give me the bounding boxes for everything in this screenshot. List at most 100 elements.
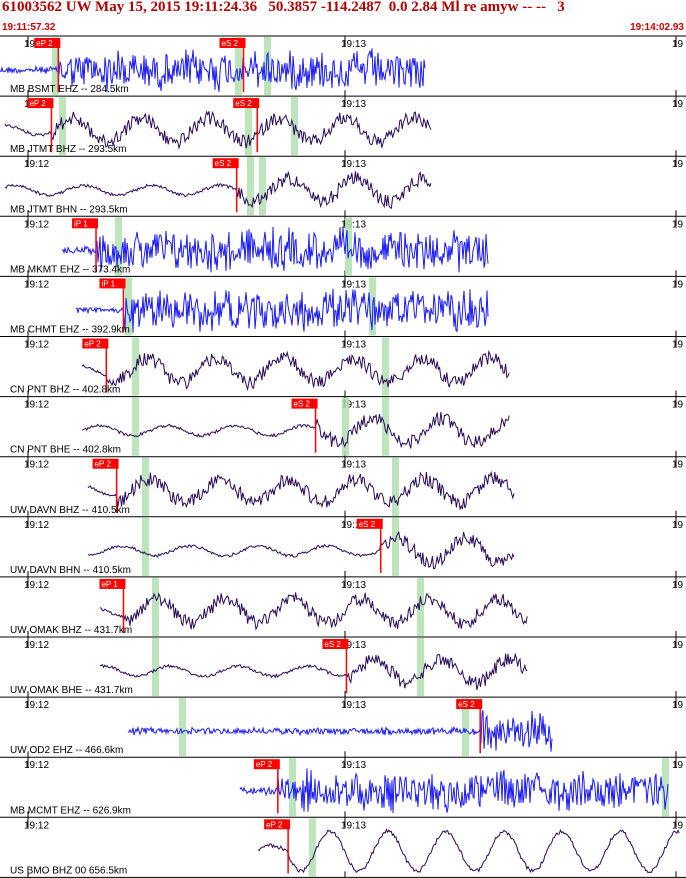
pick-window <box>132 337 139 396</box>
trace-row[interactable]: 19:12 19:13 19 eP 2 MB MCMT EHZ -- 626.9km <box>0 756 686 818</box>
time-tick-label: 19 <box>672 700 684 711</box>
pick-flag[interactable] <box>291 398 318 409</box>
time-tick-label: 19 <box>672 580 684 591</box>
pick-window <box>152 638 159 697</box>
trace-row[interactable]: 19:12 19:13 19 eS 2 UW OMAK BHE -- 431.7km <box>0 636 686 698</box>
window-start-time: 19:11:57.32 <box>2 22 56 33</box>
pick-flag[interactable] <box>99 278 126 289</box>
time-tick-label: 19:12 <box>24 640 49 651</box>
pick-flag[interactable] <box>322 639 349 649</box>
waveform[interactable] <box>4 170 432 209</box>
pick-flag[interactable] <box>72 218 99 229</box>
pick-window <box>309 818 316 877</box>
waveform[interactable] <box>100 652 528 691</box>
pick-flag[interactable] <box>99 578 126 589</box>
time-tick-label: 19 <box>672 99 684 110</box>
time-tick-label: 19 <box>672 400 684 411</box>
waveform[interactable] <box>87 530 515 570</box>
pick-label: eS 2 <box>294 400 311 409</box>
trace-row[interactable]: 19:12 19:13 19 eP 1 UW OMAK BHZ -- 431.7km <box>0 576 686 637</box>
time-tick-label: 19:12 <box>24 400 49 411</box>
pick-window <box>152 577 159 636</box>
trace-row[interactable]: 19:12 19:13 19 eP 2 US BMO BHZ 00 656.5km <box>0 816 686 878</box>
pick-window <box>247 157 254 216</box>
time-tick-label: 19:13 <box>341 640 366 651</box>
event-title: 61003562 UW May 15, 2015 19:11:24.36 50.… <box>2 0 565 15</box>
waveform[interactable] <box>81 412 510 449</box>
trace-row[interactable]: 19:12 19:13 19 iP 1 MB MKMT EHZ -- 373.4km <box>0 215 686 277</box>
time-tick-label: 19 <box>672 640 684 651</box>
station-label: MB JTMT BHZ -- 293.5km <box>10 144 127 155</box>
pick-flag[interactable] <box>456 699 483 710</box>
time-tick-label: 19:13 <box>341 340 366 351</box>
time-tick-label: 19:13 <box>341 520 366 531</box>
station-label: CN PNT BHE -- 402.8km <box>10 445 121 456</box>
station-label: MB MCMT EHZ -- 626.9km <box>10 805 131 816</box>
trace-row[interactable]: 19:12 19:13 19 eS 2 MB JTMT BHN -- 293.5km <box>0 155 686 217</box>
pick-window <box>179 698 186 757</box>
time-tick-label: 19 <box>672 219 684 230</box>
station-label: UW OMAK BHE -- 431.7km <box>10 685 133 696</box>
trace-row[interactable]: 19:12 19:13 19 eS 2 CN PNT BHE -- 402.8km <box>0 396 686 457</box>
pick-window <box>264 37 271 96</box>
time-tick-label: 19:12 <box>24 159 49 170</box>
time-tick-label: 19:12 <box>24 520 49 531</box>
pick-flag[interactable] <box>27 98 54 109</box>
waveform[interactable] <box>99 592 528 631</box>
station-label: UW DAVN BHZ -- 410.5km <box>10 505 130 516</box>
pick-flag[interactable] <box>82 338 109 349</box>
pick-label: eS 2 <box>324 640 341 649</box>
pick-flag[interactable] <box>34 38 61 48</box>
pick-flag[interactable] <box>233 98 260 109</box>
pick-flag[interactable] <box>253 759 280 770</box>
pick-label: eP 2 <box>95 460 112 469</box>
pick-label: eP 2 <box>29 99 46 108</box>
trace-row[interactable]: 19:12 19:13 19 eP 2 UW DAVN BHZ -- 410.5km <box>0 456 686 517</box>
time-tick-label: 19:12 <box>24 580 49 591</box>
waveform[interactable] <box>4 110 432 150</box>
station-label: CN PNT BHZ -- 402.8km <box>10 385 120 396</box>
time-tick-label: 19:12 <box>24 820 49 831</box>
pick-flag[interactable] <box>219 38 246 48</box>
pick-flag[interactable] <box>264 819 291 830</box>
pick-window <box>392 517 399 576</box>
station-label: UW OD2 EHZ -- 466.6km <box>10 745 123 756</box>
station-label: US BMO BHZ 00 656.5km <box>10 865 127 876</box>
pick-flag[interactable] <box>356 518 383 529</box>
time-tick-label: 19:13 <box>341 820 366 831</box>
waveform[interactable] <box>75 288 489 333</box>
waveform[interactable] <box>0 48 426 93</box>
pick-window <box>235 37 242 96</box>
time-tick-label: 19:12 <box>24 279 49 290</box>
trace-row[interactable]: 19:12 19:13 19 eS 2 UW DAVN BHN -- 410.5km <box>0 516 686 577</box>
pick-label: eP 1 <box>101 580 118 589</box>
time-tick-label: 19:13 <box>341 279 366 290</box>
pick-label: iP 1 <box>101 279 115 288</box>
trace-row[interactable]: 19:12 19:13 19 iP 1 MB CHMT EHZ -- 392.9km <box>0 275 686 337</box>
pick-window <box>245 97 252 156</box>
trace-row[interactable]: 19:12 19:13 19 eS 2 UW OD2 EHZ -- 466.6km <box>0 696 686 758</box>
waveform[interactable] <box>81 349 510 392</box>
pick-flag[interactable] <box>212 158 239 169</box>
waveform[interactable] <box>62 226 489 273</box>
time-tick-label: 19:13 <box>341 580 366 591</box>
pick-label: eS 2 <box>215 159 232 168</box>
time-tick-label: 19:13 <box>341 219 366 230</box>
time-tick-label: 19:12 <box>24 460 49 471</box>
pick-window <box>259 157 266 216</box>
waveform[interactable] <box>239 768 669 814</box>
time-tick-label: 19 <box>672 820 684 831</box>
time-tick-label: 19:12 <box>24 760 49 771</box>
pick-flag[interactable] <box>92 458 119 469</box>
time-tick-label: 19 <box>672 159 684 170</box>
time-tick-label: 19:13 <box>341 400 366 411</box>
waveform[interactable] <box>127 710 553 752</box>
waveform[interactable] <box>257 828 680 874</box>
waveform[interactable] <box>87 470 515 511</box>
pick-window <box>291 97 298 156</box>
trace-row[interactable]: 19:12 19:13 19 eP 2 CN PNT BHZ -- 402.8km <box>0 336 686 397</box>
pick-window <box>342 397 349 456</box>
